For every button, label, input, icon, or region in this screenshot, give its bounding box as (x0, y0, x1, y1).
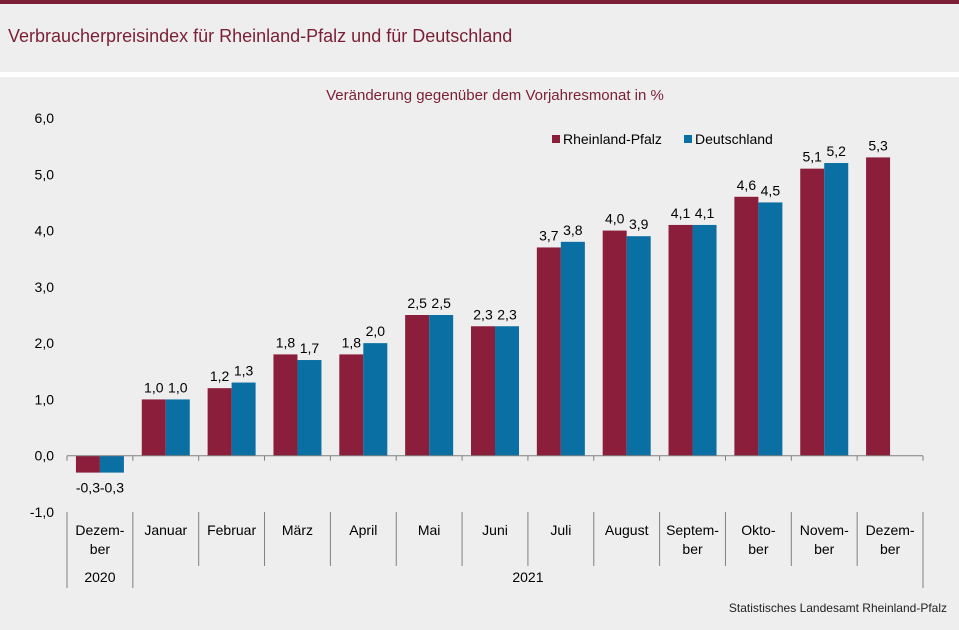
legend-swatch-rheinland-pfalz (552, 135, 560, 143)
value-label-deutschland: 2,0 (366, 323, 386, 339)
value-label-deutschland: 1,7 (300, 340, 320, 356)
chart-subtitle: Veränderung gegenüber dem Vorjahresmonat… (326, 87, 664, 104)
value-label-rheinland-pfalz: 1,2 (210, 368, 230, 384)
value-label-deutschland: 5,2 (826, 143, 846, 159)
category-label: Novem- (800, 522, 849, 538)
value-label-rheinland-pfalz: 4,6 (737, 177, 757, 193)
y-tick-label: 2,0 (35, 335, 55, 351)
category-label: Dezem- (75, 522, 124, 538)
category-label: ber (748, 541, 769, 557)
value-label-rheinland-pfalz: 5,1 (802, 149, 822, 165)
value-label-rheinland-pfalz: 3,7 (539, 227, 559, 243)
page-title: Verbraucherpreisindex für Rheinland-Pfal… (8, 26, 513, 46)
category-label: Februar (207, 522, 256, 538)
value-label-rheinland-pfalz: 4,0 (605, 211, 625, 227)
bar-deutschland (165, 399, 190, 456)
bar-deutschland (824, 163, 849, 456)
y-tick-label: 0,0 (35, 448, 55, 464)
bar-rheinland-pfalz (866, 157, 891, 456)
bar-deutschland (626, 236, 651, 456)
bar-rheinland-pfalz (273, 354, 298, 456)
category-label: Septem- (666, 522, 719, 538)
bar-deutschland (297, 360, 322, 456)
value-label-deutschland: 4,5 (761, 182, 781, 198)
bar-rheinland-pfalz (405, 315, 430, 456)
value-label-deutschland: 3,8 (563, 222, 583, 238)
title-separator (0, 72, 959, 77)
bar-rheinland-pfalz (141, 399, 166, 456)
bar-rheinland-pfalz (75, 455, 100, 473)
y-tick-label: 6,0 (35, 110, 55, 126)
value-label-rheinland-pfalz: 4,1 (671, 205, 691, 221)
value-label-deutschland: 1,3 (234, 363, 254, 379)
y-tick-label: 3,0 (35, 279, 55, 295)
value-label-rheinland-pfalz: 2,3 (473, 306, 493, 322)
category-label: April (349, 522, 377, 538)
bar-rheinland-pfalz (602, 230, 627, 456)
category-label: Januar (144, 522, 187, 538)
bar-rheinland-pfalz (734, 196, 759, 456)
value-label-deutschland: 2,5 (431, 295, 451, 311)
bar-deutschland (758, 202, 783, 456)
year-label: 2021 (512, 569, 543, 585)
value-label-deutschland: -0,3 (100, 480, 124, 496)
y-tick-label: -1,0 (30, 504, 54, 520)
value-label-deutschland: 1,0 (168, 379, 188, 395)
category-label: Juni (482, 522, 508, 538)
value-label-rheinland-pfalz: -0,3 (76, 480, 100, 496)
value-label-rheinland-pfalz: 2,5 (407, 295, 427, 311)
value-label-rheinland-pfalz: 1,0 (144, 379, 164, 395)
bar-rheinland-pfalz (207, 388, 232, 456)
top-accent-bar (0, 0, 959, 4)
category-label: Dezem- (866, 522, 915, 538)
bar-rheinland-pfalz (339, 354, 364, 456)
category-label: Mai (418, 522, 441, 538)
bar-deutschland (231, 382, 256, 456)
value-label-deutschland: 3,9 (629, 216, 649, 232)
value-label-rheinland-pfalz: 1,8 (276, 334, 296, 350)
bar-rheinland-pfalz (536, 247, 561, 456)
y-tick-label: 1,0 (35, 391, 55, 407)
category-label: Juli (550, 522, 571, 538)
bar-deutschland (692, 224, 717, 456)
category-label: ber (814, 541, 835, 557)
value-label-deutschland: 2,3 (497, 306, 517, 322)
bar-rheinland-pfalz (471, 326, 495, 456)
bar-deutschland (429, 315, 454, 456)
value-label-rheinland-pfalz: 5,3 (868, 137, 888, 153)
legend-label-rheinland-pfalz: Rheinland-Pfalz (563, 131, 662, 147)
category-label: ber (90, 541, 111, 557)
category-label: ber (682, 541, 703, 557)
category-label: März (282, 522, 313, 538)
bar-rheinland-pfalz (800, 168, 825, 456)
value-label-rheinland-pfalz: 1,8 (342, 334, 362, 350)
source-note: Statistisches Landesamt Rheinland-Pfalz (728, 601, 947, 615)
category-label: ber (880, 541, 901, 557)
year-label: 2020 (84, 569, 115, 585)
bar-deutschland (99, 455, 124, 473)
legend-label-deutschland: Deutschland (695, 131, 773, 147)
bar-deutschland (560, 241, 585, 456)
category-label: Okto- (741, 522, 776, 538)
category-label: August (605, 522, 649, 538)
legend-swatch-deutschland (684, 135, 692, 143)
bar-deutschland (363, 343, 388, 456)
y-tick-label: 4,0 (35, 223, 55, 239)
bar-deutschland (495, 326, 519, 456)
bar-rheinland-pfalz (668, 224, 693, 456)
value-label-deutschland: 4,1 (695, 205, 715, 221)
y-tick-label: 5,0 (35, 166, 55, 182)
